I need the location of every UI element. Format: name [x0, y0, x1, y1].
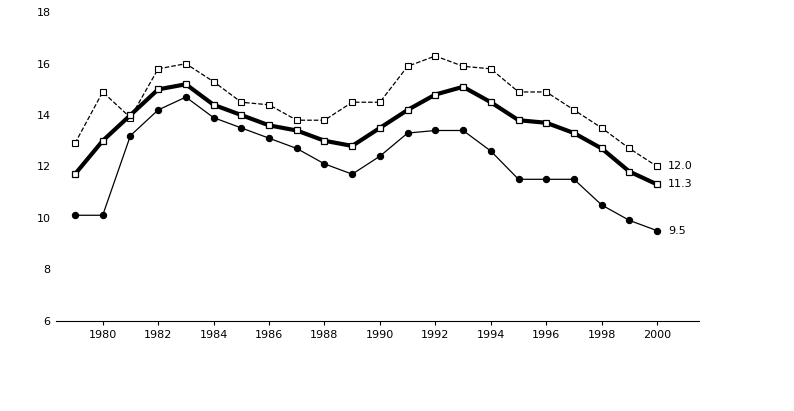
Text: 11.3: 11.3: [669, 180, 693, 189]
Text: 12.0: 12.0: [669, 162, 693, 171]
Text: 9.5: 9.5: [669, 226, 686, 236]
